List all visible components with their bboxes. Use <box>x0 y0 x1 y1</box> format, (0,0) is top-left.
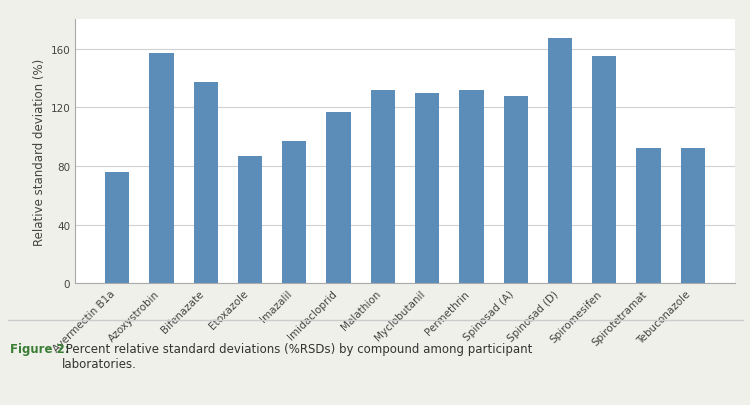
Bar <box>459 90 484 284</box>
Bar <box>282 142 307 284</box>
Bar <box>370 90 395 284</box>
Bar <box>415 94 440 284</box>
Bar <box>548 39 572 284</box>
Bar <box>503 96 528 284</box>
Bar <box>105 173 129 284</box>
Bar <box>681 149 705 284</box>
Y-axis label: Relative standard deviation (%): Relative standard deviation (%) <box>33 58 46 245</box>
Bar <box>636 149 661 284</box>
Bar <box>194 83 218 284</box>
Bar <box>326 112 351 284</box>
Text: Figure 2:: Figure 2: <box>10 342 69 355</box>
Bar <box>149 54 174 284</box>
Text: Percent relative standard deviations (%RSDs) by compound among participant
labor: Percent relative standard deviations (%R… <box>62 342 532 370</box>
Bar <box>238 156 262 284</box>
Bar <box>592 57 616 284</box>
